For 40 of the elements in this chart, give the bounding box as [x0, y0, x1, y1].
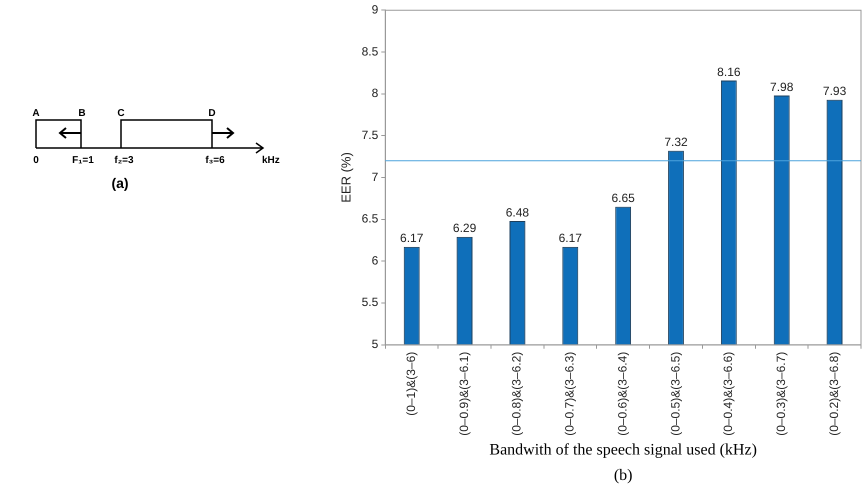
text: (b) [614, 467, 632, 484]
text: F₁=1 [72, 155, 94, 166]
text: f₂=3 [114, 155, 134, 166]
text: A [32, 108, 40, 119]
x-tick-label: (0–1)&(3–6) [404, 352, 418, 416]
y-axis-title: EER (%) [338, 152, 354, 203]
y-tick-label: 7.5 [362, 128, 379, 142]
data-label: 7.32 [664, 135, 688, 150]
text: D [208, 108, 216, 119]
text: kHz [262, 155, 280, 166]
x-tick-label: (0–0.5)&(3–6.5) [668, 352, 682, 436]
y-tick-label: 6 [372, 253, 379, 268]
data-label: 7.98 [770, 80, 794, 94]
x-tick-label: (0–0.4)&(3–6.6) [721, 352, 736, 436]
data-label: 6.17 [558, 231, 582, 246]
x-tick-label: (0–0.8)&(3–6.2) [510, 352, 524, 436]
y-tick-label: 5 [372, 337, 379, 352]
x-axis-title: Bandwith of the speech signal used (kHz) [489, 442, 757, 459]
y-tick-label: 6.5 [362, 212, 379, 226]
data-label: 6.65 [611, 191, 636, 206]
data-label: 6.29 [452, 221, 477, 236]
y-tick-label: 8.5 [362, 44, 379, 58]
x-tick-label: (0–0.6)&(3–6.4) [615, 352, 630, 436]
y-tick-label: 9 [372, 2, 379, 17]
y-tick-label: 7 [372, 170, 379, 184]
text: f₃=6 [205, 155, 226, 166]
text: C [117, 108, 125, 119]
y-tick-label: 5.5 [362, 295, 379, 310]
x-tick-label: (0–0.2)&(3–6.8) [826, 352, 841, 436]
x-tick-label: (0–0.9)&(3–6.1) [456, 352, 471, 436]
data-label: 6.48 [506, 205, 530, 220]
x-tick-label: (0–0.3)&(3–6.7) [774, 352, 788, 436]
data-label: 8.16 [717, 64, 741, 79]
data-label: 7.93 [822, 84, 847, 98]
text: (a) [111, 175, 129, 191]
y-tick-label: 8 [372, 86, 379, 100]
text: 0 [33, 155, 40, 166]
text: B [78, 108, 86, 119]
x-tick-label: (0–0.7)&(3–6.3) [562, 352, 577, 436]
data-label: 6.17 [400, 231, 424, 246]
